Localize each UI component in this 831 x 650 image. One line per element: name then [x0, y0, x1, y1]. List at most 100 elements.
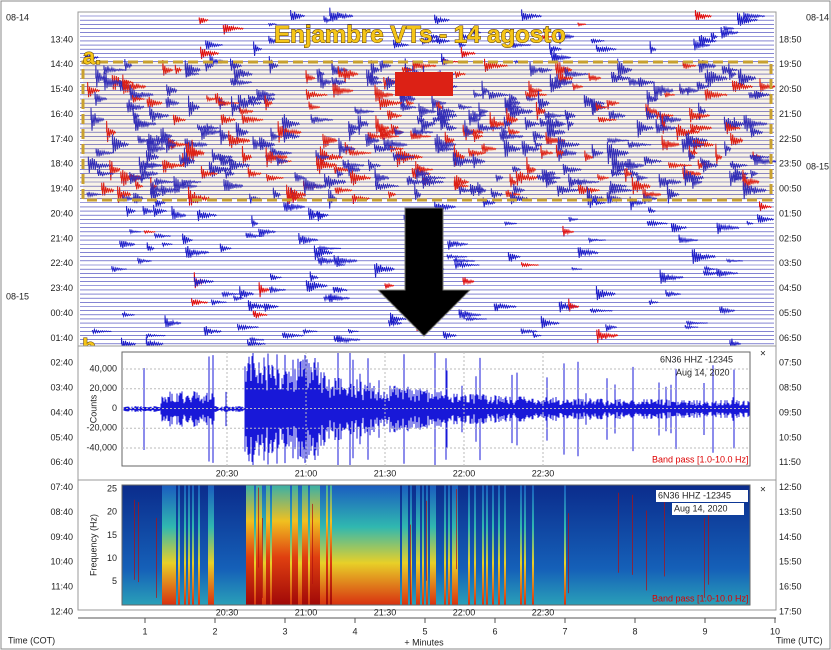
trace-event — [270, 147, 293, 160]
spectrogram-strip — [592, 485, 595, 605]
trace-event — [350, 170, 371, 186]
spectrogram-strip — [292, 485, 295, 605]
trace-event — [710, 32, 718, 43]
trace-event — [338, 137, 356, 158]
left-time: 01:40 — [50, 333, 73, 343]
spectrogram-spike — [138, 502, 139, 583]
trace-event — [369, 76, 383, 86]
spectrogram-strip — [232, 485, 235, 605]
y-tick-label: -20,000 — [86, 423, 117, 433]
spectrogram-strip — [398, 485, 401, 605]
trace-event — [283, 130, 300, 143]
trace-event — [410, 130, 432, 140]
spectrogram-strip — [556, 485, 559, 605]
trace-event — [336, 169, 344, 178]
spectrogram-strip — [228, 485, 231, 605]
spectrogram-strip — [240, 485, 243, 605]
right-time: 16:50 — [779, 582, 802, 592]
x-tick-label: 20:30 — [216, 468, 239, 478]
spectrogram-strip — [460, 485, 463, 605]
spectrogram-strip — [304, 485, 307, 605]
spectrogram-strip — [548, 485, 551, 605]
spectrogram-strip — [384, 485, 387, 605]
trace-event — [557, 141, 577, 162]
trace-event — [754, 90, 773, 100]
trace-event — [101, 182, 115, 196]
spectrogram-strip — [618, 485, 621, 605]
spectrogram-strip — [448, 485, 451, 605]
trace-event — [564, 67, 589, 80]
spectrogram-strip — [494, 485, 497, 605]
spectrogram-strip — [158, 485, 161, 605]
spectrogram-strip — [400, 485, 403, 605]
trace-event — [609, 185, 633, 195]
trace-event — [588, 237, 606, 244]
spectrogram-strip — [718, 485, 721, 605]
left-time: 04:40 — [50, 407, 73, 417]
trace-event — [482, 197, 496, 208]
waveform — [122, 352, 750, 466]
trace-event — [162, 159, 185, 173]
trace-event — [219, 243, 232, 252]
trace-event — [591, 143, 604, 159]
trace-event — [596, 328, 619, 344]
trace-event — [577, 178, 600, 186]
x-tick-label: 21:00 — [295, 468, 318, 478]
trace-event — [588, 72, 602, 82]
trace-event — [631, 176, 651, 195]
spectrogram-strip — [626, 485, 629, 605]
spectrogram-strip — [152, 485, 155, 605]
spectrogram-strip — [140, 485, 143, 605]
trace-event — [546, 119, 566, 144]
left-time: 00:40 — [50, 308, 73, 318]
spectrogram-strip — [666, 485, 669, 605]
minute-label: 9 — [702, 626, 707, 636]
spectrogram-strip — [300, 485, 303, 605]
trace-event — [348, 148, 372, 157]
spectrogram-strip — [522, 485, 525, 605]
close-button[interactable]: × — [760, 485, 766, 496]
spectrogram-strip — [212, 485, 215, 605]
trace-event — [253, 41, 263, 57]
left-time: 17:40 — [50, 134, 73, 144]
spectrogram-strip — [454, 485, 457, 605]
left-time: 07:40 — [50, 482, 73, 492]
spectrogram-strip — [132, 485, 135, 605]
spectrogram-strip — [476, 485, 479, 605]
spectrogram-strip — [164, 485, 167, 605]
minute-label: 6 — [492, 626, 497, 636]
left-time: 02:40 — [50, 358, 73, 368]
trace-event — [703, 269, 719, 277]
spectrogram-strip — [346, 485, 349, 605]
trace-event — [270, 127, 280, 142]
close-button[interactable]: × — [760, 349, 766, 360]
trace-event — [146, 96, 163, 108]
spectrogram-strip — [372, 485, 375, 605]
trace-event — [638, 77, 655, 87]
spectrogram-strip — [216, 485, 219, 605]
minutes-label: + Minutes — [404, 637, 444, 647]
spectrogram-strip — [188, 485, 191, 605]
spectrogram-strip — [538, 485, 541, 605]
trace-event — [269, 286, 287, 294]
spectrogram-strip — [198, 485, 201, 605]
trace-event — [568, 173, 582, 189]
trace-event — [732, 80, 753, 92]
trace-event — [472, 153, 486, 169]
trace-event — [290, 9, 305, 21]
spectrogram-strip — [146, 485, 149, 605]
trace-event — [668, 161, 692, 169]
spectrogram-strip — [134, 485, 137, 605]
trace-event — [143, 229, 156, 235]
spectrogram-strip — [620, 485, 623, 605]
spectrogram-strip — [616, 485, 619, 605]
trace-event — [103, 65, 127, 75]
trace-event — [126, 99, 145, 113]
spectrogram-strip — [488, 485, 491, 605]
spectrogram-strip — [318, 485, 321, 605]
y-axis-label: Counts — [88, 394, 98, 423]
spectrogram-strip — [260, 485, 263, 605]
trace-event — [521, 140, 540, 157]
spectrogram-strip — [534, 485, 537, 605]
spectrogram-strip — [738, 485, 741, 605]
